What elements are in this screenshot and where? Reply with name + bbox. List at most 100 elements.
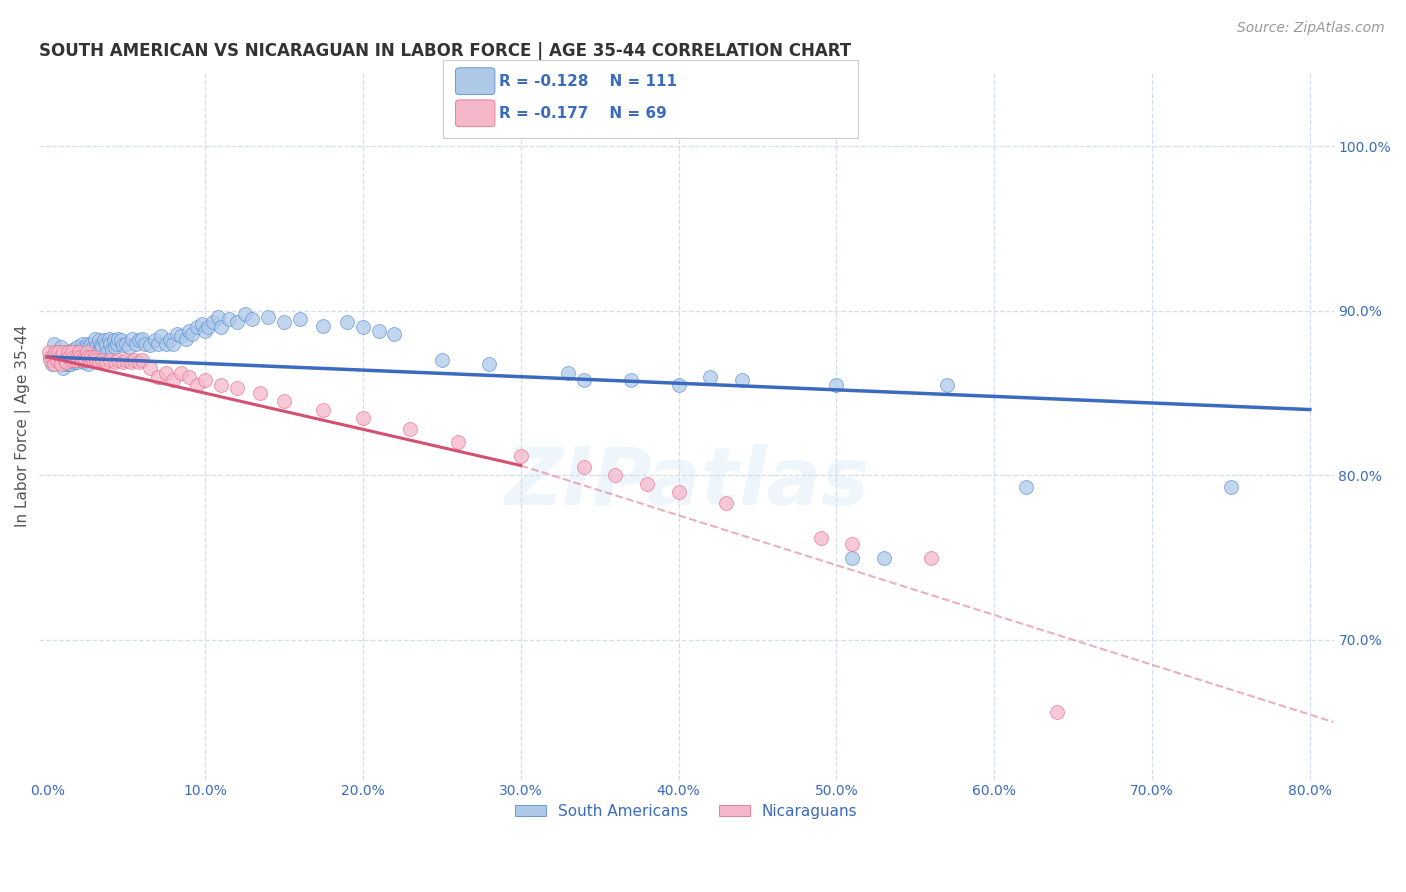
Point	[104, 355, 127, 369]
Point	[70, 353, 93, 368]
Point	[225, 315, 247, 329]
Point	[58, 345, 80, 359]
Point	[98, 353, 121, 368]
Point	[209, 320, 232, 334]
Point	[72, 350, 94, 364]
Point	[131, 332, 153, 346]
Point	[49, 345, 72, 359]
Point	[149, 328, 172, 343]
Point	[84, 340, 107, 354]
Point	[115, 336, 138, 351]
Point	[155, 367, 177, 381]
Point	[146, 369, 169, 384]
Text: R = -0.128    N = 111: R = -0.128 N = 111	[499, 74, 678, 88]
Point	[79, 345, 101, 359]
Point	[69, 350, 91, 364]
Point	[66, 340, 89, 354]
Point	[38, 345, 60, 359]
Point	[197, 320, 219, 334]
Point	[82, 340, 104, 354]
Point	[104, 340, 127, 354]
Point	[430, 353, 453, 368]
Point	[80, 350, 103, 364]
Point	[242, 312, 264, 326]
Point	[118, 340, 141, 354]
Point	[87, 345, 110, 359]
Legend: South Americans, Nicaraguans: South Americans, Nicaraguans	[509, 797, 863, 825]
Point	[70, 353, 93, 368]
Point	[225, 381, 247, 395]
Point	[75, 353, 97, 368]
Point	[55, 355, 77, 369]
Point	[72, 355, 94, 369]
Point	[121, 332, 143, 346]
Point	[273, 315, 295, 329]
Point	[59, 353, 82, 368]
Point	[105, 336, 128, 351]
Point	[825, 378, 848, 392]
Point	[257, 310, 280, 325]
Point	[42, 336, 65, 351]
Point	[84, 353, 107, 368]
Point	[384, 326, 406, 341]
Point	[273, 394, 295, 409]
Point	[65, 345, 87, 359]
Point	[668, 378, 690, 392]
Point	[55, 357, 77, 371]
Point	[39, 350, 62, 364]
Point	[77, 340, 100, 354]
Point	[39, 353, 62, 368]
Point	[45, 353, 67, 368]
Point	[76, 345, 98, 359]
Point	[83, 332, 105, 346]
Point	[162, 373, 184, 387]
Point	[62, 345, 84, 359]
Point	[170, 367, 193, 381]
Point	[58, 350, 80, 364]
Point	[110, 334, 132, 348]
Point	[714, 496, 737, 510]
Point	[53, 353, 76, 368]
Point	[79, 353, 101, 368]
Point	[1219, 480, 1241, 494]
Point	[63, 355, 86, 369]
Point	[312, 402, 335, 417]
Point	[143, 334, 166, 348]
Point	[572, 373, 595, 387]
Point	[59, 357, 82, 371]
Point	[115, 353, 138, 368]
Point	[134, 336, 156, 351]
Point	[75, 343, 97, 358]
Point	[91, 340, 114, 354]
Point	[131, 353, 153, 368]
Point	[52, 361, 75, 376]
Point	[159, 334, 181, 348]
Text: Source: ZipAtlas.com: Source: ZipAtlas.com	[1237, 21, 1385, 35]
Point	[51, 357, 73, 371]
Point	[194, 324, 217, 338]
Point	[367, 324, 389, 338]
Point	[288, 312, 311, 326]
Point	[1015, 480, 1038, 494]
Point	[76, 336, 98, 351]
Point	[42, 357, 65, 371]
Point	[730, 373, 752, 387]
Point	[668, 484, 690, 499]
Point	[170, 328, 193, 343]
Point	[179, 324, 201, 338]
Point	[56, 350, 79, 364]
Point	[181, 326, 204, 341]
Point	[605, 468, 627, 483]
Point	[636, 476, 658, 491]
Point	[111, 338, 134, 352]
Text: ZIPatlas: ZIPatlas	[503, 443, 869, 522]
Point	[80, 336, 103, 351]
Point	[1046, 705, 1069, 719]
Point	[122, 353, 145, 368]
Point	[124, 336, 146, 351]
Point	[179, 369, 201, 384]
Point	[111, 355, 134, 369]
Point	[128, 355, 150, 369]
Point	[70, 336, 93, 351]
Point	[352, 410, 374, 425]
